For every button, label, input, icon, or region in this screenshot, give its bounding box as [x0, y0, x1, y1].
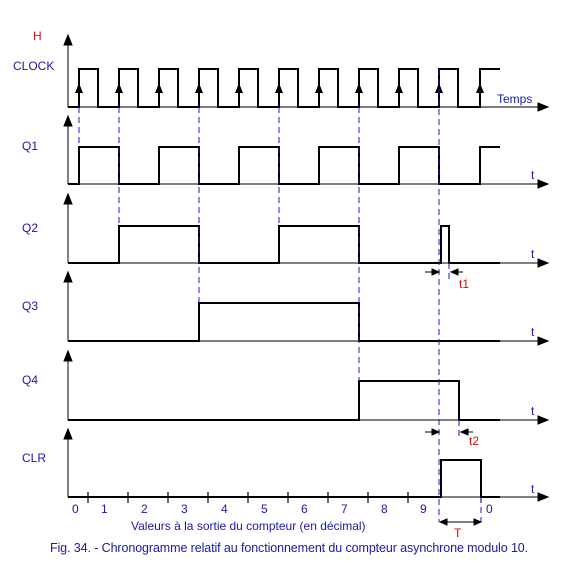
q3-waveform	[68, 302, 500, 342]
q3-t-label: t	[531, 325, 535, 339]
clock-arrow-icon	[355, 83, 363, 93]
axis-caption: Valeurs à la sortie du compteur (en déci…	[131, 519, 366, 533]
delay-label-period: T	[454, 526, 462, 540]
clock-arrow-icon	[315, 83, 323, 93]
clock-edge-arrows	[75, 83, 484, 93]
clock-waveform	[68, 68, 500, 108]
q2-t-label: t	[531, 247, 535, 261]
clock-axes	[63, 33, 550, 112]
clock-arrow-icon	[75, 83, 83, 93]
delay-markers	[425, 268, 483, 526]
q1-waveform	[68, 146, 500, 185]
counter-value-9: 9	[420, 502, 427, 516]
signal-label-q1: Q1	[22, 139, 38, 153]
clock-arrow-icon	[155, 83, 163, 93]
clock-arrow-icon	[275, 83, 283, 93]
q3-axes	[63, 270, 550, 346]
delay-label-t2: t2	[469, 434, 479, 448]
counter-value-6: 6	[301, 502, 308, 516]
clock-label: CLOCK	[13, 59, 54, 73]
figure-caption: Fig. 34. - Chronogramme relatif au fonct…	[49, 541, 529, 555]
q1-t-label: t	[531, 168, 535, 182]
clr-t-label: t	[531, 482, 535, 496]
counter-value-10: 0	[486, 502, 493, 516]
counter-value-0: 0	[72, 502, 79, 516]
counter-value-5: 5	[261, 502, 268, 516]
signal-label-q4: Q4	[22, 373, 38, 387]
counter-value-4: 4	[221, 502, 228, 516]
signal-label-q2: Q2	[22, 221, 38, 235]
clock-arrow-icon	[435, 83, 443, 93]
q1-axes	[63, 114, 550, 189]
q4-axes	[63, 349, 550, 425]
counter-value-3: 3	[181, 502, 188, 516]
clock-arrow-icon	[476, 83, 484, 93]
delay-label-t1: t1	[459, 277, 469, 291]
counter-value-2: 2	[141, 502, 148, 516]
counter-value-8: 8	[381, 502, 388, 516]
axes	[63, 33, 550, 502]
counter-value-1: 1	[101, 502, 108, 516]
clock-arrow-icon	[115, 83, 123, 93]
signal-label-q3: Q3	[22, 299, 38, 313]
q4-t-label: t	[531, 404, 535, 418]
q2-waveform	[68, 225, 500, 264]
clr-waveform	[68, 459, 500, 498]
q4-waveform	[68, 380, 500, 421]
clock-arrow-icon	[195, 83, 203, 93]
header-letter: H	[33, 29, 42, 43]
q2-axes	[63, 192, 550, 268]
time-axis-label: Temps	[497, 92, 532, 106]
signal-label-clr: CLR	[22, 451, 46, 465]
clock-arrow-icon	[235, 83, 243, 93]
clock-arrow-icon	[395, 83, 403, 93]
dashed-guides	[78, 69, 482, 522]
counter-value-7: 7	[341, 502, 348, 516]
